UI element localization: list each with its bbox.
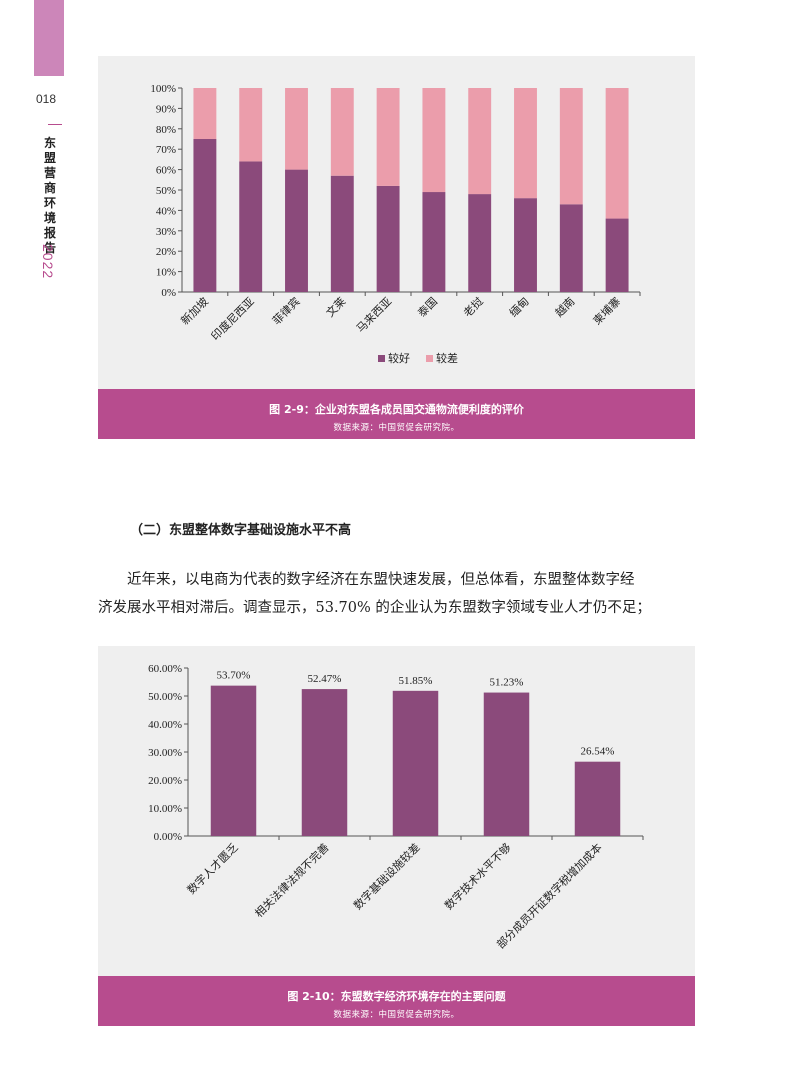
bar-segment — [285, 169, 308, 292]
figure-2-10-panel: 0.00% 10.00% 20.00% 30.00% 40.00% 50.00% 60.00… — [98, 646, 695, 976]
x-tick-label: 相关法律法规不完善 — [252, 840, 332, 920]
body-paragraph: 近年来，以电商为代表的数字经济在东盟快速发展，但总体看，东盟整体数字经 济发展水… — [98, 566, 698, 622]
y-tick-label: 40.00% — [148, 719, 182, 731]
running-title-char: 盟 — [43, 151, 56, 165]
y-tick-label: 60% — [156, 165, 176, 177]
running-title-char: 报 — [43, 226, 56, 240]
bar-segment — [559, 204, 583, 292]
x-tick-label: 文莱 — [323, 294, 348, 319]
figure-caption-title: 图 2-9：企业对东盟各成员国交通物流便利度的评价 — [269, 403, 524, 416]
bar-segment — [285, 88, 308, 170]
data-label: 52.47% — [308, 673, 342, 685]
data-label: 51.85% — [399, 675, 433, 687]
bar-segment — [422, 192, 446, 292]
paragraph-line: 近年来，以电商为代表的数字经济在东盟快速发展，但总体看，东盟整体数字经 — [127, 572, 635, 588]
y-tick-label: 30% — [156, 226, 176, 238]
bar — [574, 761, 621, 836]
y-tick-label: 20.00% — [148, 775, 182, 787]
x-tick-label: 部分成员开征数字税增加成本 — [494, 840, 605, 951]
x-tick-label: 马来西亚 — [354, 295, 394, 335]
bar-segment — [239, 88, 263, 162]
running-title-char: 营 — [43, 166, 56, 180]
bar-segment — [514, 88, 537, 199]
side-divider — [48, 124, 62, 125]
bar-segment — [605, 88, 629, 219]
bar-segment — [376, 185, 400, 292]
x-tick-label: 泰国 — [415, 294, 440, 319]
figure-caption-title: 图 2-10：东盟数字经济环境存在的主要问题 — [287, 990, 506, 1003]
bar-segment — [605, 218, 629, 292]
bar — [210, 685, 257, 836]
legend-swatch — [378, 355, 385, 362]
running-title-char: 东 — [43, 136, 56, 150]
side-tab — [34, 0, 64, 76]
bar-segment — [422, 88, 446, 193]
running-title: 东 盟 营 商 环 境 报 告 — [42, 136, 58, 256]
y-tick-label: 90% — [156, 103, 176, 115]
figure-caption-source: 数据来源：中国贸促会研究院。 — [333, 1010, 460, 1020]
bar-chart: 0.00% 10.00% 20.00% 30.00% 40.00% 50.00% 60.00… — [148, 663, 644, 951]
bar-segment — [514, 198, 537, 292]
bar-segment — [239, 161, 263, 292]
legend-label: 较好 — [388, 351, 410, 365]
y-tick-label: 30.00% — [148, 747, 182, 759]
y-tick-label: 100% — [150, 83, 176, 95]
bar — [483, 692, 530, 836]
x-tick-label: 数字基础设施较差 — [350, 840, 422, 912]
figure-2-9-panel: 0% 10% 20% 30% 40% 50% 60% 70% 80% 90% 100% 新加坡 印度尼西… — [98, 56, 695, 389]
y-tick-label: 10.00% — [148, 803, 182, 815]
y-tick-label: 80% — [156, 124, 176, 136]
bar — [392, 690, 439, 836]
bar-segment — [468, 194, 492, 292]
bar-segment — [193, 88, 217, 139]
bar-segment — [376, 88, 400, 186]
x-tick-label: 菲律宾 — [269, 294, 302, 327]
running-title-char: 境 — [43, 211, 56, 225]
legend-swatch — [426, 355, 433, 362]
y-tick-label: 50% — [156, 185, 176, 197]
running-title-char: 商 — [43, 181, 56, 195]
y-tick-label: 70% — [156, 144, 176, 156]
figure-2-10-caption: 图 2-10：东盟数字经济环境存在的主要问题 数据来源：中国贸促会研究院。 — [98, 976, 695, 1026]
section-heading: （二）东盟整体数字基础设施水平不高 — [130, 523, 352, 538]
x-tick-label: 印度尼西亚 — [208, 294, 257, 343]
data-label: 51.23% — [490, 677, 524, 689]
y-tick-label: 40% — [156, 205, 176, 217]
bar-segment — [330, 88, 354, 176]
bar-segment — [559, 88, 583, 205]
running-title-char: 告 — [43, 241, 56, 255]
figure-caption-source: 数据来源：中国贸促会研究院。 — [333, 423, 460, 433]
x-tick-label: 柬埔寨 — [590, 294, 623, 327]
data-label: 53.70% — [217, 670, 251, 682]
legend-label: 较差 — [436, 351, 458, 365]
y-tick-label: 10% — [156, 267, 176, 279]
x-tick-label: 缅甸 — [506, 294, 531, 319]
y-tick-label: 50.00% — [148, 691, 182, 703]
bar — [301, 689, 348, 836]
x-tick-label: 老挝 — [460, 294, 485, 319]
figure-2-9-caption: 图 2-9：企业对东盟各成员国交通物流便利度的评价 数据来源：中国贸促会研究院。 — [98, 389, 695, 439]
bar-segment — [468, 88, 492, 195]
x-tick-label: 越南 — [552, 294, 577, 319]
data-label: 26.54% — [581, 746, 615, 758]
page-number: 018 — [36, 92, 57, 106]
stacked-bar-chart: 0% 10% 20% 30% 40% 50% 60% 70% 80% 90% 100% 新加坡印度尼西… — [150, 83, 641, 365]
x-tick-label: 新加坡 — [178, 294, 211, 327]
paragraph-line: 济发展水平相对滞后。调查显示，53.70% 的企业认为东盟数字领域专业人才仍不足… — [98, 600, 651, 616]
y-tick-label: 20% — [156, 246, 176, 258]
y-tick-label: 60.00% — [148, 663, 182, 675]
report-year: 2022 — [40, 244, 56, 280]
bar-segment — [193, 139, 217, 292]
x-tick-label: 数字人才匮乏 — [184, 840, 241, 897]
bar-segment — [330, 175, 354, 292]
x-tick-label: 数字技术水平不够 — [441, 840, 513, 912]
y-tick-label: 0% — [161, 287, 176, 299]
running-title-char: 环 — [43, 196, 56, 210]
y-tick-label: 0.00% — [154, 831, 182, 843]
